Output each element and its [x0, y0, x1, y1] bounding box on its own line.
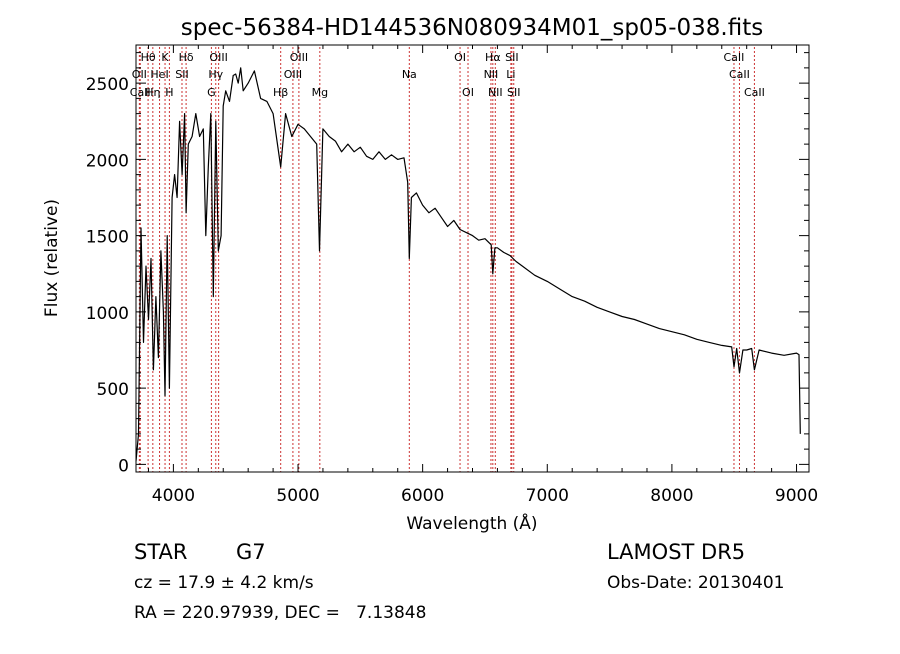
- x-tick-label: 6000: [401, 486, 444, 506]
- spectral-line-label: CaII: [724, 51, 745, 64]
- spectrum-series-line: [135, 67, 801, 462]
- survey-release: LAMOST DR5: [607, 540, 746, 564]
- x-axis-label: Wavelength (Å): [406, 512, 537, 534]
- x-tick-label: 9000: [775, 486, 818, 506]
- spectral-line-label: OII: [132, 68, 147, 81]
- spectral-line-label: OI: [462, 86, 474, 99]
- x-axis-ticks: 4000 5000 6000 7000 8000 9000: [147, 45, 818, 506]
- spectral-line-label: SII: [507, 86, 520, 99]
- spectral-line-label: Na: [402, 68, 417, 81]
- spectral-line-label: H: [165, 86, 173, 99]
- spectral-line-markers: [138, 47, 755, 472]
- y-tick-label: 1000: [86, 304, 129, 324]
- spectral-line-label: SII: [175, 68, 188, 81]
- y-axis-label: Flux (relative): [42, 199, 62, 317]
- spectral-line-label: OIII: [209, 51, 227, 64]
- spectral-line-label: SII: [505, 51, 518, 64]
- x-tick-label: 5000: [276, 486, 319, 506]
- observation-date: Obs-Date: 20130401: [607, 573, 785, 593]
- spectral-line-label: NII: [484, 68, 499, 81]
- spectral-line-label: Hδ: [179, 51, 194, 64]
- spectral-line-label: CaII: [744, 86, 765, 99]
- chart-title: spec-56384-HD144536N080934M01_sp05-038.f…: [181, 15, 763, 41]
- y-axis-ticks: 0 500 1000 1500 2000 2500: [86, 52, 809, 476]
- plot-frame: [135, 44, 810, 473]
- object-class: STAR: [134, 540, 188, 564]
- spectral-line-label: K: [161, 51, 169, 64]
- spectral-line-label: Hα: [485, 51, 501, 64]
- spectral-line-label: Hη: [145, 86, 160, 99]
- y-tick-label: 2000: [86, 151, 129, 171]
- redshift-velocity: cz = 17.9 ± 4.2 km/s: [134, 573, 314, 593]
- spectral-line-label: G: [207, 86, 216, 99]
- spectral-line-label: OIII: [284, 68, 302, 81]
- spectral-line-label: CaII: [729, 68, 750, 81]
- spectral-line-label: Li: [506, 68, 515, 81]
- spectral-subclass: G7: [236, 540, 266, 564]
- spectral-line-label: Mg: [312, 86, 328, 99]
- y-tick-label: 500: [97, 380, 129, 400]
- x-tick-label: 4000: [152, 486, 195, 506]
- sky-coordinates: RA = 220.97939, DEC = 7.13848: [134, 603, 427, 623]
- spectral-line-label: OIII: [290, 51, 308, 64]
- spectral-line-label: HeI: [150, 68, 168, 81]
- spectral-line-label: NII: [488, 86, 503, 99]
- y-tick-label: 2500: [86, 75, 129, 95]
- y-tick-label: 0: [118, 456, 129, 476]
- x-tick-label: 8000: [650, 486, 693, 506]
- spectral-line-label: Hθ: [141, 51, 156, 64]
- spectral-line-label: CaII: [130, 86, 151, 99]
- spectral-line-label: Hβ: [273, 86, 288, 99]
- spectral-line-label: OI: [454, 51, 466, 64]
- y-tick-label: 1500: [86, 228, 129, 248]
- spectral-line-label: Hγ: [208, 68, 223, 81]
- x-tick-label: 7000: [526, 486, 569, 506]
